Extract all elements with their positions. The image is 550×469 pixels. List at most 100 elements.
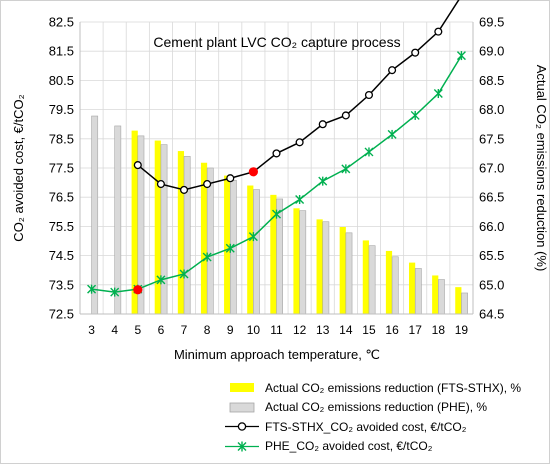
point-phe xyxy=(364,147,374,157)
bar-phe xyxy=(299,210,307,315)
point-fts-sthx xyxy=(226,174,235,183)
y-left-tick-label: 80.5 xyxy=(49,73,74,88)
point-phe xyxy=(110,287,120,297)
y-right-tick-label: 68.0 xyxy=(479,102,504,117)
x-tick-label: 9 xyxy=(227,323,234,337)
x-tick-label: 12 xyxy=(293,323,307,337)
y-left-tick-label: 76.5 xyxy=(49,190,74,205)
x-axis-label: Minimum approach temperature, ℃ xyxy=(174,347,380,362)
point-phe xyxy=(272,209,281,219)
legend-item-fts-bar: Actual CO₂ emissions reduction (FTS-STHX… xyxy=(223,378,543,398)
x-tick-label: 16 xyxy=(385,323,399,337)
y-axis-right-label: Actual CO₂ emissions reduction (%) xyxy=(534,65,549,272)
bar-fts-sthx xyxy=(339,226,346,314)
y-left-tick-label: 81.5 xyxy=(49,44,74,59)
y-right-tick-label: 69.5 xyxy=(479,15,504,30)
x-tick-label: 3 xyxy=(88,323,95,337)
point-fts-sthx xyxy=(434,27,443,36)
legend: Actual CO₂ emissions reduction (FTS-STHX… xyxy=(223,378,543,456)
bar-phe xyxy=(114,125,122,315)
bar-fts-sthx xyxy=(131,130,138,314)
highlight-point xyxy=(133,285,143,295)
y-right-tick-label: 67.5 xyxy=(479,131,504,146)
point-fts-sthx xyxy=(341,111,350,120)
point-phe xyxy=(179,269,189,279)
legend-swatch-grey xyxy=(223,398,261,417)
point-fts-sthx xyxy=(411,48,420,57)
y-right-tick-label: 64.5 xyxy=(479,307,504,322)
y-right-tick-label: 65.0 xyxy=(479,277,504,292)
point-phe xyxy=(156,275,166,285)
bar-phe xyxy=(206,167,214,315)
point-phe xyxy=(202,252,212,262)
point-fts-sthx xyxy=(272,149,281,158)
bar-phe xyxy=(160,144,168,315)
x-tick-label: 8 xyxy=(204,323,211,337)
gridlines xyxy=(79,21,474,314)
bar-fts-sthx xyxy=(247,185,254,314)
bar-phe xyxy=(322,221,330,315)
legend-line-circle-icon xyxy=(223,417,261,436)
bar-fts-sthx xyxy=(154,140,161,314)
point-fts-sthx xyxy=(388,66,397,75)
highlight-point xyxy=(248,167,258,177)
y-left-tick-label: 74.5 xyxy=(49,248,74,263)
bar-phe xyxy=(91,115,99,315)
bar-phe xyxy=(345,232,353,315)
x-tick-label: 6 xyxy=(158,323,165,337)
bar-phe xyxy=(276,198,283,315)
y-right-tick-label: 68.5 xyxy=(479,73,504,88)
x-tick-label: 15 xyxy=(362,323,376,337)
y-left-tick-label: 79.5 xyxy=(49,102,74,117)
bar-fts-sthx xyxy=(409,262,416,314)
point-fts-sthx xyxy=(203,180,212,189)
bar-phe xyxy=(438,279,445,315)
legend-item-fts-line: FTS-STHX_CO₂ avoided cost, €/tCO₂ xyxy=(223,417,543,437)
y-right-tick-label: 69.0 xyxy=(479,44,504,59)
y-axis-left-label: CO₂ avoided cost, €/tCO₂ xyxy=(11,94,26,241)
bar-fts-sthx xyxy=(455,287,462,314)
point-phe xyxy=(295,195,305,205)
point-fts-sthx xyxy=(364,90,374,100)
point-phe xyxy=(387,129,397,139)
legend-line-star-icon xyxy=(223,437,261,456)
bar-fts-sthx xyxy=(270,194,277,314)
y-left-tick-label: 82.5 xyxy=(49,15,74,30)
point-fts-sthx xyxy=(318,120,327,129)
x-tick-label: 11 xyxy=(270,323,283,337)
point-fts-sthx xyxy=(295,138,304,147)
x-tick-label: 19 xyxy=(455,323,469,337)
line-layer xyxy=(87,0,466,297)
y-right-tick-label: 66.5 xyxy=(479,190,504,205)
bar-phe xyxy=(253,189,260,315)
bar-fts-sthx xyxy=(432,275,439,314)
bar-phe xyxy=(183,156,191,315)
bar-fts-sthx xyxy=(316,219,323,314)
legend-label: FTS-STHX_CO₂ avoided cost, €/tCO₂ xyxy=(265,419,467,434)
legend-label: PHE_CO₂ avoided cost, €/tCO₂ xyxy=(265,439,433,454)
point-phe xyxy=(318,176,328,186)
x-tick-label: 10 xyxy=(247,323,261,337)
x-tick-label: 17 xyxy=(409,323,423,337)
y-left-tick-label: 78.5 xyxy=(49,131,74,146)
bar-phe xyxy=(461,292,468,315)
point-phe xyxy=(225,243,235,253)
bar-fts-sthx xyxy=(293,208,300,314)
point-phe xyxy=(410,110,420,120)
point-phe xyxy=(456,51,466,61)
y-left-tick-label: 72.5 xyxy=(49,307,74,322)
label-layer: 72.5 73.5 74.5 75.5 76.5 77.5 78.5 79.5 80.5 81.5… xyxy=(11,15,549,363)
point-phe xyxy=(341,164,351,174)
point-phe xyxy=(87,284,97,294)
y-right-tick-label: 66.0 xyxy=(479,219,504,234)
x-tick-label: 14 xyxy=(339,323,353,337)
legend-item-phe-bar: Actual CO₂ emissions reduction (PHE), % xyxy=(223,398,543,418)
point-phe xyxy=(248,232,258,242)
y-right-tick-label: 67.0 xyxy=(479,161,504,176)
bar-fts-sthx xyxy=(362,240,369,314)
x-tick-label: 18 xyxy=(432,323,446,337)
y-right-tick-label: 65.5 xyxy=(479,248,504,263)
y-left-tick-label: 75.5 xyxy=(49,219,74,234)
x-tick-label: 4 xyxy=(111,323,118,337)
